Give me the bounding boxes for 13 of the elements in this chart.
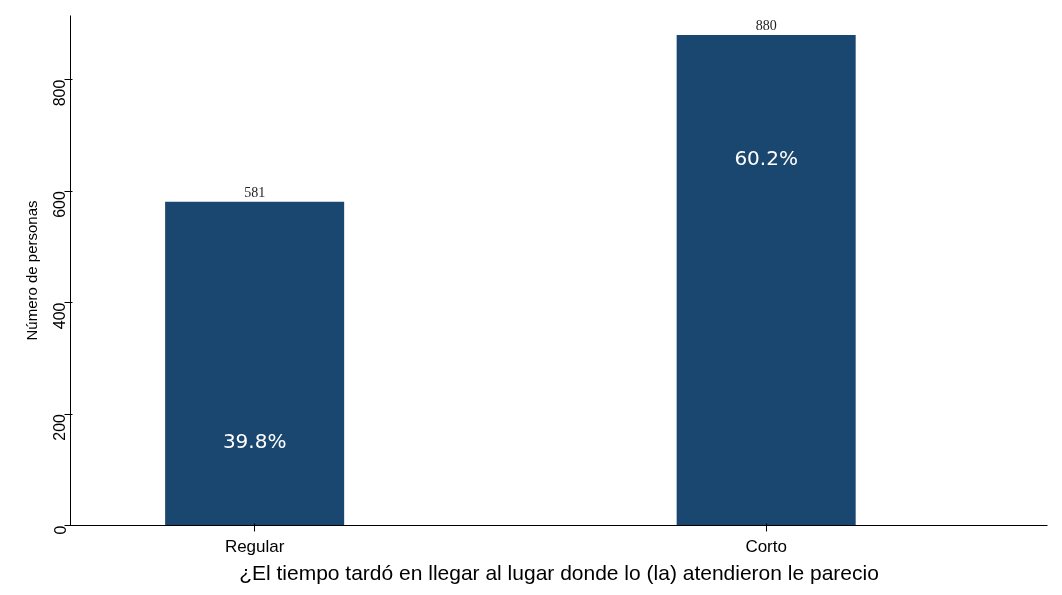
y-tick-label: 800 (51, 79, 69, 107)
y-axis-title: Número de personas (22, 200, 40, 341)
y-tick-label: 400 (51, 302, 69, 330)
data-label: 880 (755, 18, 777, 34)
y-tick-label: 200 (51, 413, 69, 441)
x-tick-label: Regular (224, 536, 285, 556)
annotation: 60.2% (734, 145, 798, 170)
y-tick-label: 600 (51, 190, 69, 218)
x-axis-title: ¿El tiempo tardó en llegar al lugar donde lo (la) atendieron le parecio (239, 560, 879, 584)
data-label: 581 (244, 184, 266, 200)
annotation: 39.8% (222, 429, 287, 454)
x-tick-label: Corto (745, 536, 787, 556)
y-tick-label: 0 (51, 525, 69, 535)
